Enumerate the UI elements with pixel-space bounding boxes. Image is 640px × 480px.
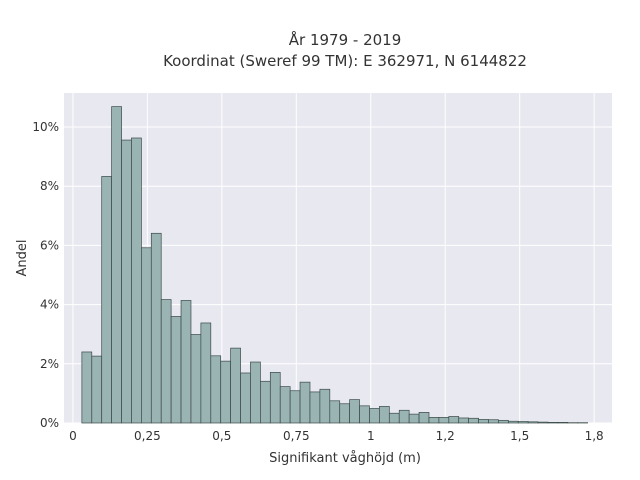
histogram-bar [299,381,311,424]
histogram-bar [418,411,430,424]
histogram-bar [230,347,241,424]
x-axis-label: Signifikant våghöjd (m) [269,451,421,466]
chart-subtitle: Koordinat (Sweref 99 TM): E 362971, N 61… [163,52,527,70]
histogram-bar [329,400,341,424]
histogram-bar [309,391,321,424]
histogram-bar [438,417,450,424]
histogram-bar [527,421,539,424]
histogram-bar [517,421,529,424]
histogram-bar [220,360,231,424]
histogram-bar [349,399,360,424]
y-axis-label: Andel [15,240,30,277]
chart-title: År 1979 - 2019 [289,30,402,49]
x-tick-label: 1,5 [510,429,529,443]
histogram-bar [289,390,301,424]
histogram-bar [190,334,202,424]
x-axis-ticks: 0 0,25 0,5 0,75 1 1,2 1,5 1,8 [69,429,604,443]
histogram-bar [388,412,400,424]
histogram-bar [200,322,212,424]
histogram-bar [408,413,420,424]
histogram-bar [180,300,192,424]
y-tick-label: 0% [40,416,59,430]
histogram-bar [150,232,162,424]
x-tick-label: 0,5 [212,429,231,443]
x-tick-label: 1,2 [436,429,455,443]
x-tick-label: 1,8 [585,429,604,443]
histogram-bar [141,247,152,424]
y-tick-label: 8% [40,179,59,193]
histogram-bar [379,406,390,424]
histogram-bar [111,106,122,424]
histogram-bar [160,299,172,424]
histogram-bar [260,380,271,424]
histogram-bar [488,419,499,424]
histogram-bar [240,372,251,424]
histogram-bar [498,419,509,424]
histogram-bar [121,139,132,424]
y-tick-label: 2% [40,357,59,371]
histogram-bar [81,351,93,424]
histogram-bar [537,421,549,424]
y-tick-label: 6% [40,238,59,252]
histogram-bar [428,417,440,424]
histogram-bar [131,137,142,424]
histogram-bar [269,372,281,424]
x-tick-label: 0 [69,429,77,443]
y-axis-ticks: 0% 2% 4% 6% 8% 10% [32,120,59,430]
x-tick-label: 0,75 [283,429,310,443]
histogram-bar [250,361,261,424]
histogram-bar [448,416,460,424]
histogram-bar [319,388,331,424]
histogram-bar [478,419,489,424]
histogram-bar [101,176,112,424]
histogram-bar [398,409,410,424]
histogram-bar [458,417,470,424]
histogram-bar [339,403,350,424]
histogram-bar [557,422,569,424]
histogram-bar [468,417,479,424]
histogram-bar [547,422,559,424]
histogram-bar [279,386,291,424]
y-tick-label: 4% [40,298,59,312]
histogram-bar [91,355,103,424]
x-tick-label: 1 [367,429,375,443]
histogram-bar [210,355,222,424]
histogram-bar [170,316,182,424]
histogram-bar [369,408,380,424]
x-tick-label: 0,25 [134,429,161,443]
y-tick-label: 10% [32,120,59,134]
bars [81,106,589,424]
histogram-bar [507,420,519,424]
histogram-bar [359,405,370,424]
